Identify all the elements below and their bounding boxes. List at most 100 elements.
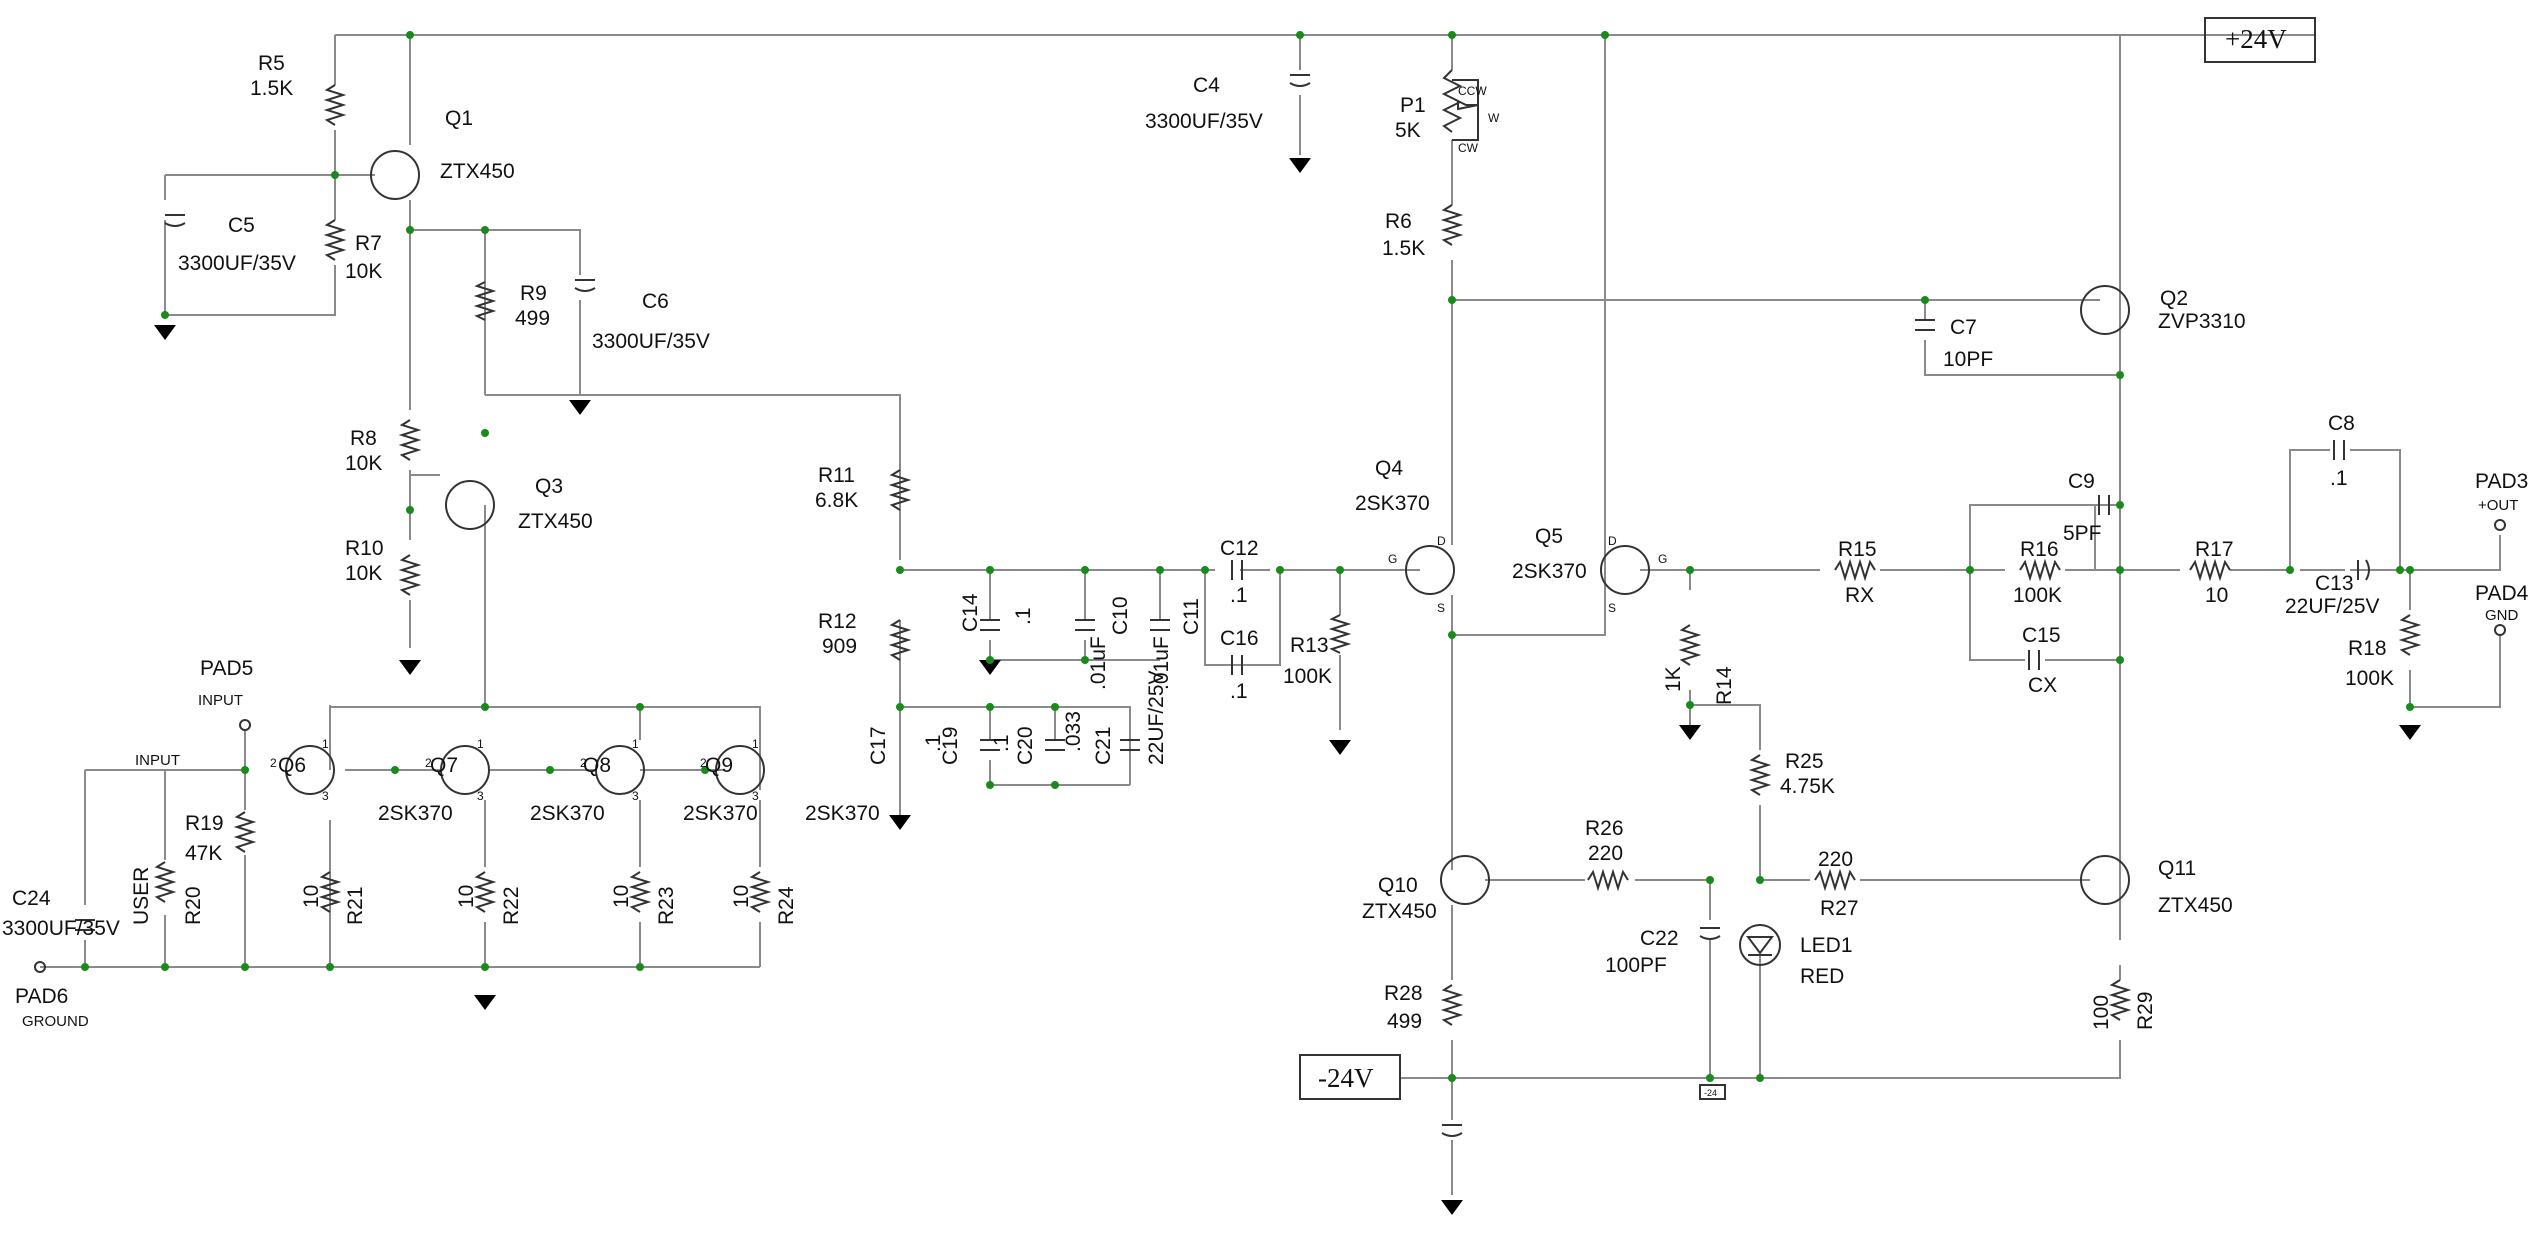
q9-part: 2SK370 xyxy=(683,802,758,825)
q9-pin-2: 2 xyxy=(700,756,707,770)
r25-value: 4.75K xyxy=(1780,775,1835,798)
r24-ref: R24 xyxy=(775,886,798,925)
r17-ref: R17 xyxy=(2195,538,2234,561)
p1-value: 5K xyxy=(1395,119,1421,142)
c7-ref: C7 xyxy=(1950,316,1977,339)
led-labels: LED1 RED xyxy=(1800,934,1853,988)
r25-ref: R25 xyxy=(1785,750,1824,773)
c16-value: .1 xyxy=(1230,680,1248,703)
c8-ref: C8 xyxy=(2328,412,2355,435)
c10-value: .01uF xyxy=(1087,636,1110,690)
c11-value: .01uF xyxy=(1150,636,1173,690)
r9-ref: R9 xyxy=(520,282,547,305)
r18-ref: R18 xyxy=(2348,637,2387,660)
q2-ref: Q2 xyxy=(2160,287,2188,310)
r14-ref: R14 xyxy=(1713,666,1736,705)
r6-ref: R6 xyxy=(1385,210,1412,233)
q4-part: 2SK370 xyxy=(1355,492,1430,515)
r29-ref: R29 xyxy=(2134,991,2157,1030)
r6-value: 1.5K xyxy=(1382,237,1425,260)
q4-ref: Q4 xyxy=(1375,457,1403,480)
c20-value: 22UF/25V xyxy=(1145,670,1168,765)
c12-value: .1 xyxy=(1230,584,1248,607)
pad3-label: PAD3 xyxy=(2475,470,2528,493)
r16-ref: R16 xyxy=(2020,538,2059,561)
r5-value: 1.5K xyxy=(250,77,293,100)
q6-pin-3: 3 xyxy=(322,789,329,803)
r12-value: 909 xyxy=(822,635,857,658)
q5-pin-d: D xyxy=(1608,534,1617,548)
q4-pin-s: S xyxy=(1437,601,1445,615)
r24-value: 10 xyxy=(730,885,753,908)
q5-part: 2SK370 xyxy=(1512,560,1587,583)
r9-value: 499 xyxy=(515,307,550,330)
p1-ref: P1 xyxy=(1400,94,1426,117)
c13-value: 22UF/25V xyxy=(2285,595,2380,618)
r23-ref: R23 xyxy=(655,886,678,925)
pad5-note: INPUT xyxy=(198,692,243,709)
c19-ref: C20 xyxy=(1014,726,1037,765)
junction-dots xyxy=(81,31,2414,1082)
wires xyxy=(40,34,2501,1195)
c10-ref: C10 xyxy=(1109,596,1132,635)
c15-ref: C15 xyxy=(2022,624,2061,647)
q8-pin-1: 1 xyxy=(632,737,639,751)
r7-value: 10K xyxy=(345,260,382,283)
r28-ref: R28 xyxy=(1384,982,1423,1005)
c15-value: CX xyxy=(2028,674,2057,697)
rail-labels: +24V -24V -24 xyxy=(1318,24,2287,1098)
r15-value: RX xyxy=(1845,584,1874,607)
pad5-label: PAD5 xyxy=(200,657,253,680)
c9-value: 5PF xyxy=(2063,522,2102,545)
r27-value: 220 xyxy=(1818,848,1853,871)
pos-rail-label: +24V xyxy=(2225,24,2287,54)
r17-value: 10 xyxy=(2205,584,2228,607)
q8-pin-3: 3 xyxy=(632,789,639,803)
q9-pin-3: 3 xyxy=(752,789,759,803)
c14-value: .1 xyxy=(1012,607,1035,625)
c4-value: 3300UF/35V xyxy=(1145,110,1263,133)
c8-value: .1 xyxy=(2330,467,2348,490)
c6-value: 3300UF/35V xyxy=(592,330,710,353)
r10-ref: R10 xyxy=(345,537,384,560)
r26-value: 220 xyxy=(1588,842,1623,865)
c20-ref: C21 xyxy=(1092,726,1115,765)
q11-part: ZTX450 xyxy=(2158,894,2233,917)
r7-ref: R7 xyxy=(355,232,382,255)
q11-ref: Q11 xyxy=(2158,857,2196,880)
resistor-labels: R5 1.5K R7 10K R9 499 R8 10K R10 10K R19… xyxy=(130,52,2394,1033)
neg-rail-label: -24V xyxy=(1318,1063,1374,1093)
r8-ref: R8 xyxy=(350,427,377,450)
c18-ref: C19 xyxy=(939,726,962,765)
r20-ref: R20 xyxy=(182,886,205,925)
r14-value: 1K xyxy=(1662,666,1685,692)
input-net-label: INPUT xyxy=(135,752,180,769)
r23-value: 10 xyxy=(610,885,633,908)
q7-ref: Q7 xyxy=(430,754,458,777)
r13-value: 100K xyxy=(1283,665,1332,688)
r19-ref: R19 xyxy=(185,812,224,835)
q7-pin-1: 1 xyxy=(477,737,484,751)
c22-ref: C24 xyxy=(12,887,51,910)
q6-pin-2: 2 xyxy=(270,756,277,770)
p1-pin-cw: CW xyxy=(1458,141,1479,155)
c17-value: .1 xyxy=(922,734,945,752)
r13-ref: R13 xyxy=(1290,634,1329,657)
r12-ref: R12 xyxy=(818,610,857,633)
c12-ref: C12 xyxy=(1220,537,1259,560)
pad6-note: GROUND xyxy=(22,1013,89,1030)
pad4-note: GND xyxy=(2485,607,2519,624)
r28-value: 499 xyxy=(1387,1010,1422,1033)
q7-part: 2SK370 xyxy=(378,802,453,825)
q8-pin-2: 2 xyxy=(580,756,587,770)
r5-ref: R5 xyxy=(258,52,285,75)
q5-pin-g: G xyxy=(1658,552,1667,566)
r21-value: 10 xyxy=(300,885,323,908)
pad4-label: PAD4 xyxy=(2475,582,2529,605)
c13-ref: C13 xyxy=(2315,572,2354,595)
pad6-label: PAD6 xyxy=(15,985,68,1008)
p1-pin-ccw: CCW xyxy=(1458,84,1487,98)
c16-ref: C16 xyxy=(1220,627,1259,650)
r29-value: 100 xyxy=(2090,995,2113,1030)
q3-part: ZTX450 xyxy=(518,510,593,533)
